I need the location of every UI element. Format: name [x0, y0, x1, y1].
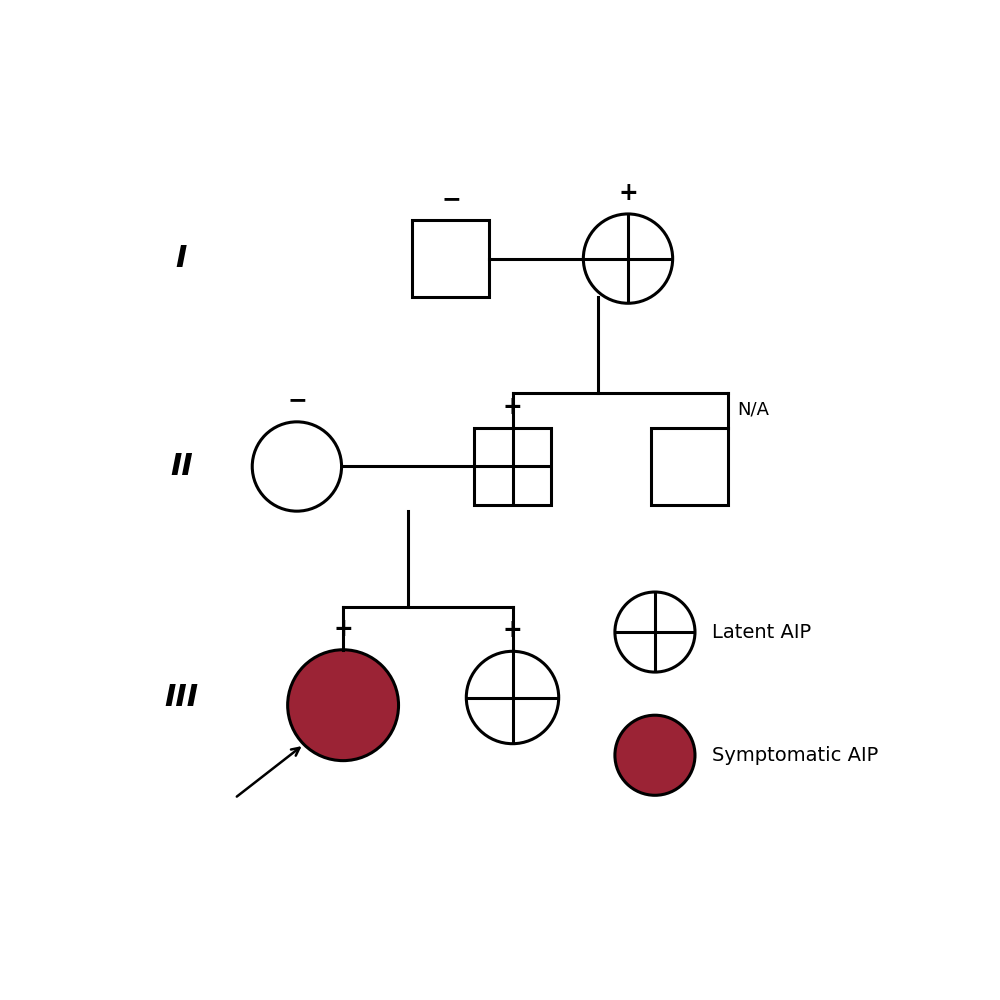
Circle shape — [583, 214, 673, 303]
Circle shape — [615, 715, 695, 795]
Text: III: III — [164, 683, 198, 712]
Text: I: I — [176, 244, 187, 273]
Circle shape — [615, 592, 695, 672]
Text: +: + — [618, 181, 638, 205]
Text: N/A: N/A — [737, 401, 769, 419]
Bar — [651, 428, 728, 505]
Bar — [474, 428, 551, 505]
Circle shape — [466, 651, 559, 744]
Text: −: − — [287, 389, 307, 413]
Text: −: − — [441, 187, 461, 211]
Circle shape — [252, 422, 342, 511]
Bar — [412, 220, 489, 297]
Text: Latent AIP: Latent AIP — [712, 623, 811, 642]
Text: +: + — [503, 395, 522, 419]
Text: +: + — [503, 618, 522, 642]
Text: +: + — [333, 617, 353, 641]
Circle shape — [288, 650, 399, 761]
Text: Symptomatic AIP: Symptomatic AIP — [712, 746, 878, 765]
Text: II: II — [170, 452, 193, 481]
